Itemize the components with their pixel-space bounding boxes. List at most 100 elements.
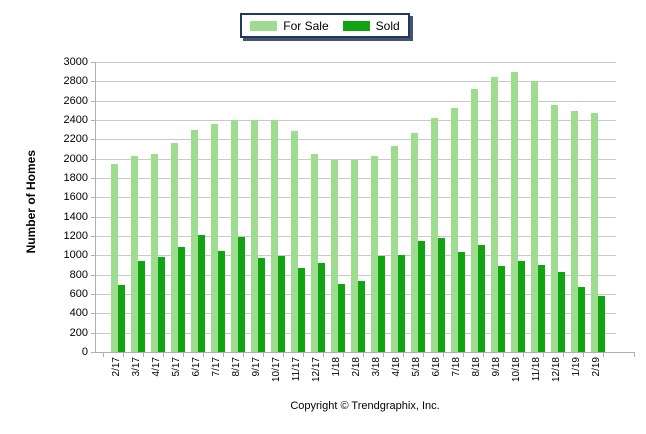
- x-tick-label: 4/17: [151, 357, 162, 377]
- x-tick-mark: [483, 353, 484, 357]
- bar-series: [108, 62, 608, 352]
- y-tick-mark: [91, 178, 95, 179]
- bar-group: [288, 62, 308, 352]
- y-tick-mark: [91, 120, 95, 121]
- bar-sold-6/18: [438, 237, 445, 352]
- plot-area: [95, 62, 616, 352]
- x-tick-label: 7/18: [451, 357, 462, 377]
- bar-for-sale-10/18: [511, 71, 518, 352]
- bar-for-sale-9/18: [491, 76, 498, 352]
- y-tick-label: 600: [69, 288, 88, 300]
- bar-sold-12/17: [318, 263, 325, 352]
- bar-sold-2/18: [358, 281, 365, 352]
- x-tick-mark: [243, 353, 244, 357]
- x-tick-label: 12/17: [311, 357, 322, 383]
- bar-for-sale-12/17: [311, 153, 318, 352]
- x-tick-mark: [503, 353, 504, 357]
- gridline: [95, 120, 616, 121]
- bar-for-sale-4/17: [151, 153, 158, 352]
- x-tick-mark: [223, 353, 224, 357]
- x-tick-mark: [103, 353, 104, 357]
- footer-copyright: Copyright © Trendgraphix, Inc.: [290, 400, 440, 412]
- bar-sold-11/18: [538, 265, 545, 352]
- bar-for-sale-10/17: [271, 120, 278, 352]
- gridline: [95, 158, 616, 160]
- legend-swatch-sold-icon: [342, 20, 370, 31]
- bar-for-sale-2/17: [111, 163, 118, 352]
- bar-sold-3/18: [378, 256, 385, 352]
- bar-for-sale-2/18: [351, 159, 358, 352]
- bar-for-sale-9/17: [251, 120, 258, 352]
- bar-group: [528, 62, 548, 352]
- bar-group: [468, 62, 488, 352]
- x-tick-mark: [383, 353, 384, 357]
- y-tick-mark: [91, 294, 95, 295]
- bar-group: [228, 62, 248, 352]
- bar-for-sale-3/18: [371, 155, 378, 352]
- x-tick-label: 11/18: [531, 357, 542, 382]
- x-tick-label: 2/17: [111, 357, 122, 377]
- bar-sold-7/17: [218, 251, 225, 352]
- x-tick-mark: [323, 353, 324, 357]
- bar-for-sale-4/18: [391, 146, 398, 352]
- x-tick-label: 8/18: [471, 357, 482, 377]
- y-tick-mark: [91, 352, 95, 353]
- y-tick-label: 2600: [63, 94, 88, 107]
- bar-for-sale-5/18: [411, 132, 418, 352]
- x-tick-mark: [303, 353, 304, 357]
- y-tick-label: 2200: [63, 133, 88, 146]
- x-tick-label: 5/18: [411, 357, 422, 377]
- y-tick-mark: [91, 81, 95, 83]
- x-tick-label: 8/17: [231, 357, 242, 377]
- x-tick-label: 7/17: [211, 357, 222, 377]
- y-tick-mark: [91, 100, 95, 102]
- x-tick-mark: [523, 353, 524, 357]
- x-tick-mark: [603, 353, 604, 357]
- bar-for-sale-6/18: [431, 118, 438, 352]
- bar-sold-7/18: [458, 252, 465, 352]
- bar-group: [448, 62, 468, 352]
- x-tick-label: 10/18: [511, 357, 522, 383]
- legend-label-for-sale: For Sale: [283, 18, 329, 33]
- x-tick-label: 10/17: [271, 357, 282, 383]
- bar-sold-4/18: [398, 255, 405, 352]
- x-tick-label: 3/17: [131, 357, 142, 377]
- x-tick-mark: [143, 353, 144, 357]
- gridline: [95, 81, 616, 83]
- y-tick-label: 1800: [63, 172, 88, 184]
- x-tick-mark: [463, 353, 464, 357]
- y-tick-label: 200: [69, 326, 88, 339]
- x-tick-mark: [634, 353, 635, 357]
- y-tick-mark: [91, 197, 95, 199]
- bar-sold-2/17: [118, 285, 125, 352]
- legend-item-for-sale: For Sale: [250, 18, 329, 33]
- bar-sold-9/17: [258, 258, 265, 352]
- bar-sold-6/17: [198, 235, 205, 352]
- bar-group: [508, 62, 528, 352]
- bar-for-sale-8/17: [231, 120, 238, 352]
- bar-for-sale-6/17: [191, 129, 198, 352]
- x-tick-mark: [283, 353, 284, 357]
- legend-swatch-for-sale-icon: [250, 20, 278, 31]
- x-tick-label: 4/18: [391, 357, 402, 377]
- x-tick-mark: [163, 353, 164, 357]
- x-tick-mark: [263, 353, 264, 357]
- x-tick-mark: [583, 353, 584, 357]
- x-tick-mark: [123, 353, 124, 357]
- bar-group: [568, 62, 588, 352]
- bar-sold-10/17: [278, 256, 285, 352]
- bar-for-sale-2/19: [591, 113, 598, 352]
- gridline: [95, 139, 616, 141]
- y-tick-label: 2400: [63, 114, 88, 126]
- x-tick-label: 1/19: [571, 357, 582, 377]
- y-tick-label: 800: [69, 268, 88, 281]
- x-tick-mark: [343, 353, 344, 357]
- y-axis-line: [95, 62, 96, 352]
- x-tick-label: 11/17: [291, 357, 302, 382]
- bar-for-sale-12/18: [551, 104, 558, 352]
- y-tick-label: 1200: [63, 230, 88, 242]
- y-tick-mark: [91, 274, 95, 276]
- y-tick-mark: [91, 255, 95, 257]
- bar-group: [588, 62, 608, 352]
- y-tick-label: 3000: [63, 56, 88, 68]
